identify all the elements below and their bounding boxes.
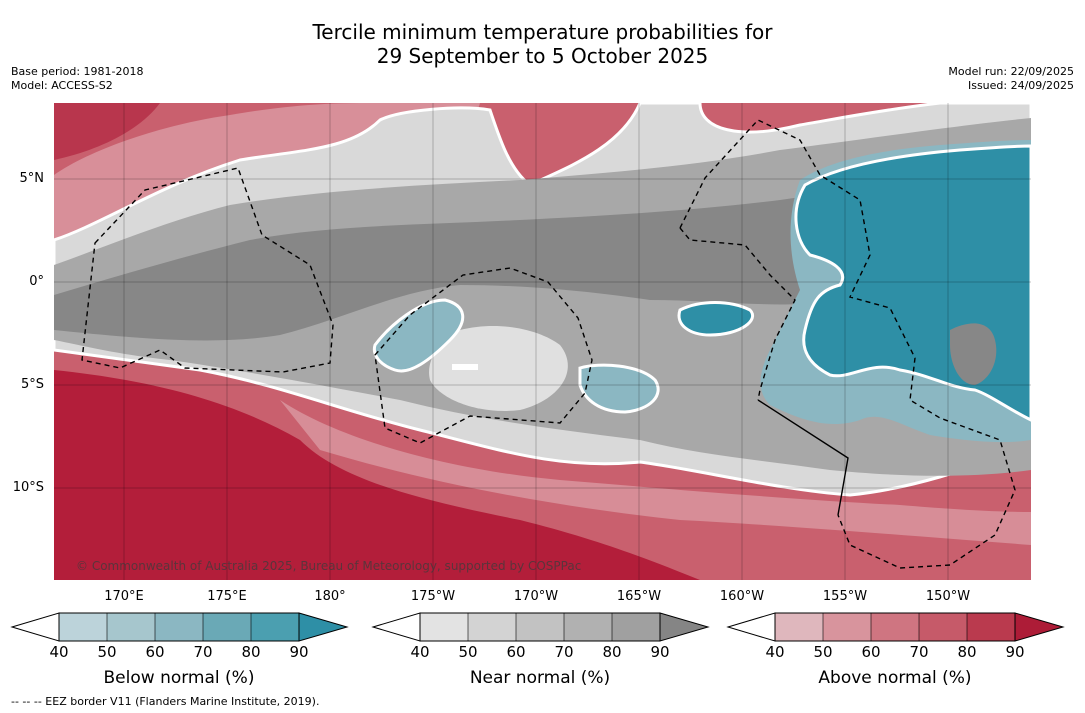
model-run: Model run: 22/09/2025 [948, 65, 1074, 78]
lon-label-150w: 150°W [925, 589, 971, 604]
colorbar-near-bin-5 [612, 613, 660, 641]
colorbar-below-normal [10, 612, 349, 642]
colorbar-above-bin-2 [823, 613, 871, 641]
cb-below-tick-50: 50 [97, 643, 117, 661]
lat-label-0: 0° [29, 274, 44, 289]
colorbar-above-bin-1 [775, 613, 823, 641]
cb-above-tick-80: 80 [957, 643, 977, 661]
eez-border-line-islands [679, 119, 1016, 569]
colorbar-below-bin-2 [107, 613, 155, 641]
eez-borders [81, 119, 1016, 569]
meta-right: Model run: 22/09/2025 Issued: 24/09/2025 [948, 65, 1074, 93]
colorbar-near-bin-4 [564, 613, 612, 641]
colorbar-near-label: Near normal (%) [469, 668, 611, 688]
colorbar-below-bin-1 [59, 613, 107, 641]
cb-near-tick-60: 60 [506, 643, 526, 661]
eez-border-tuvalu-kiribati-west [81, 167, 334, 373]
cb-below-tick-70: 70 [193, 643, 213, 661]
above-normal-light-south [280, 400, 1031, 545]
lat-label-5s: 5°S [20, 377, 44, 392]
issued-date: Issued: 24/09/2025 [967, 79, 1074, 92]
colorbar-below-bin-5 [251, 613, 299, 641]
eez-border-phoenix [374, 267, 593, 444]
colorbar-above-bin-5 [967, 613, 1015, 641]
cb-below-tick-60: 60 [145, 643, 165, 661]
eez-footnote: -- -- -- EEZ border V11 (Flanders Marine… [11, 695, 320, 708]
lon-label-160w: 160°W [719, 589, 765, 604]
colorbar-near-bin-2 [468, 613, 516, 641]
lon-label-180: 180° [314, 589, 346, 604]
eez-solid-segment [757, 399, 849, 516]
meta-left: Base period: 1981-2018 Model: ACCESS-S2 [11, 65, 143, 93]
lon-label-165w: 165°W [616, 589, 662, 604]
colorbar-above-max-triangle [1014, 612, 1065, 642]
lon-label-170w: 170°W [513, 589, 559, 604]
colorbar-above-bin-3 [871, 613, 919, 641]
cb-below-tick-80: 80 [241, 643, 261, 661]
probability-field [54, 103, 1031, 580]
title-line-1: Tercile minimum temperature probabilitie… [312, 20, 773, 44]
colorbar-below-bin-4 [203, 613, 251, 641]
cb-above-tick-60: 60 [861, 643, 881, 661]
colorbar-above-normal [726, 612, 1065, 642]
cb-near-tick-80: 80 [602, 643, 622, 661]
below-normal-grey-inset [950, 323, 997, 385]
above-normal-strong-north [54, 103, 160, 160]
colorbar-near-min-triangle [371, 612, 421, 642]
cb-below-tick-40: 40 [49, 643, 69, 661]
lon-label-175e: 175°E [207, 589, 247, 604]
base-period: Base period: 1981-2018 [11, 65, 144, 78]
title-line-2: 29 September to 5 October 2025 [376, 44, 709, 68]
near-normal-dark-band [54, 170, 1031, 341]
cb-above-tick-40: 40 [765, 643, 785, 661]
near-normal-white-spot [452, 364, 478, 370]
colorbar-near-max-triangle [659, 612, 710, 642]
colorbar-below-max-triangle [298, 612, 349, 642]
cb-below-tick-90: 90 [289, 643, 309, 661]
colorbar-above-bin-4 [919, 613, 967, 641]
cb-near-tick-50: 50 [458, 643, 478, 661]
below-normal-strong-west-patch [677, 301, 754, 337]
lon-label-175w: 175°W [410, 589, 456, 604]
lat-label-5n: 5°N [19, 171, 45, 186]
below-normal-light-patch-2 [578, 363, 660, 414]
colorbar-near-bin-1 [420, 613, 468, 641]
lon-label-155w: 155°W [822, 589, 868, 604]
lon-label-170e: 170°E [104, 589, 144, 604]
colorbar-above-min-triangle [726, 612, 776, 642]
cb-near-tick-90: 90 [650, 643, 670, 661]
colorbar-below-min-triangle [10, 612, 60, 642]
cb-above-tick-70: 70 [909, 643, 929, 661]
lat-label-10s: 10°S [12, 480, 44, 495]
cb-above-tick-50: 50 [813, 643, 833, 661]
colorbar-below-label: Below normal (%) [103, 668, 255, 688]
copyright-notice: © Commonwealth of Australia 2025, Bureau… [76, 559, 582, 573]
cb-above-tick-90: 90 [1005, 643, 1025, 661]
above-normal-strong-south [54, 370, 700, 580]
colorbar-below-bin-3 [155, 613, 203, 641]
model-name: Model: ACCESS-S2 [11, 79, 113, 92]
colorbar-near-normal [371, 612, 710, 642]
below-normal-light-patch-1 [372, 298, 465, 373]
graticule [54, 103, 1031, 580]
cb-near-tick-40: 40 [410, 643, 430, 661]
colorbar-near-bin-3 [516, 613, 564, 641]
near-normal-pale-patches [429, 325, 568, 411]
colorbar-above-label: Above normal (%) [818, 668, 972, 688]
map-title: Tercile minimum temperature probabilitie… [0, 20, 1085, 68]
cb-near-tick-70: 70 [554, 643, 574, 661]
eez-border-line-islands-west [679, 227, 796, 401]
